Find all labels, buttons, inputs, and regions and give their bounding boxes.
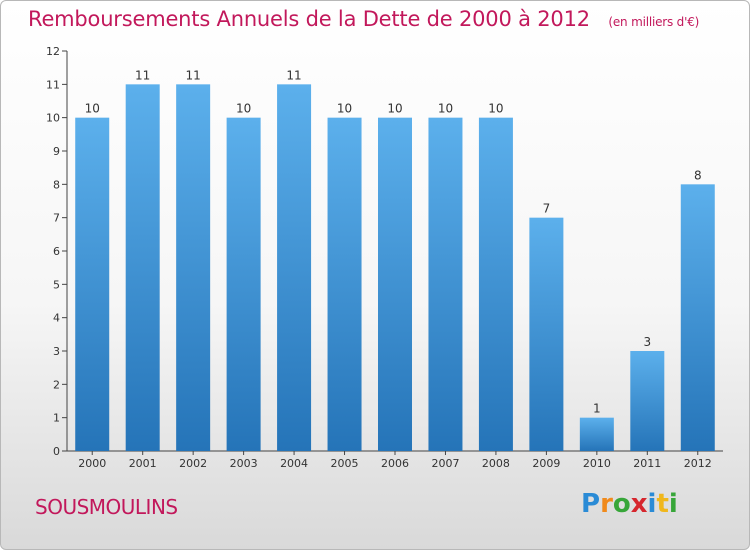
bar-2012: [680, 184, 715, 452]
data-label-2002: 11: [186, 68, 201, 82]
x-tick-label-2010: 2010: [583, 457, 611, 470]
y-tick-label: 4: [53, 312, 60, 325]
bar-2006: [378, 117, 412, 452]
bar-2005: [327, 117, 362, 452]
logo-letter: i: [668, 489, 678, 519]
logo-letter: r: [600, 489, 613, 519]
bar-2010: [579, 417, 614, 451]
proxiti-logo: Proxiti: [581, 489, 678, 519]
data-label-2000: 10: [85, 102, 100, 116]
data-label-2001: 11: [135, 68, 150, 82]
bar-2001: [125, 84, 160, 451]
data-label-2006: 10: [387, 102, 402, 116]
x-tick-label-2000: 2000: [78, 457, 106, 470]
commune-name: SOUSMOULINS: [35, 495, 178, 519]
data-label-2009: 7: [543, 202, 551, 216]
bar-2007: [428, 117, 463, 452]
bar-2004: [277, 84, 312, 451]
logo-letter: x: [630, 489, 648, 519]
bar-2008: [478, 117, 513, 452]
bar-2000: [75, 117, 110, 452]
data-label-2010: 1: [593, 402, 601, 416]
bar-2011: [630, 351, 665, 451]
logo-letter: i: [647, 489, 657, 519]
x-tick-label-2012: 2012: [684, 457, 712, 470]
bar-2009: [529, 217, 564, 451]
x-tick-label-2004: 2004: [280, 457, 308, 470]
y-tick-label: 3: [53, 345, 60, 358]
y-tick-label: 1: [53, 412, 60, 425]
x-tick-label-2001: 2001: [129, 457, 157, 470]
y-tick-label: 6: [53, 245, 60, 258]
x-tick-label-2009: 2009: [532, 457, 560, 470]
bar-2003: [226, 117, 261, 452]
data-label-2003: 10: [236, 102, 251, 116]
data-label-2007: 10: [438, 102, 453, 116]
x-tick-label-2011: 2011: [633, 457, 661, 470]
logo-letter: P: [581, 489, 601, 519]
y-tick-label: 7: [53, 212, 60, 225]
x-tick-label-2006: 2006: [381, 457, 409, 470]
y-tick-label: 0: [53, 445, 60, 458]
y-tick-label: 2: [53, 378, 60, 391]
x-tick-label-2005: 2005: [331, 457, 359, 470]
data-label-2005: 10: [337, 102, 352, 116]
data-label-2012: 8: [694, 168, 702, 182]
logo-letter: t: [656, 489, 669, 519]
logo-letter: o: [612, 489, 631, 519]
data-label-2008: 10: [488, 102, 503, 116]
x-tick-label-2002: 2002: [179, 457, 207, 470]
x-tick-label-2008: 2008: [482, 457, 510, 470]
y-tick-label: 5: [53, 278, 60, 291]
chart-unit: (en milliers d'€): [608, 15, 700, 29]
y-tick-label: 11: [46, 78, 60, 91]
chart-bars: 10 11 11 10 11 10 10 10 10 7 1 3 8: [75, 68, 715, 452]
bar-2002: [176, 84, 211, 451]
chart-title-text: Remboursements Annuels de la Dette de 20…: [28, 7, 590, 31]
data-label-2004: 11: [286, 68, 301, 82]
y-tick-label: 12: [46, 45, 60, 58]
data-label-2011: 3: [643, 335, 651, 349]
y-tick-label: 9: [53, 145, 60, 158]
chart-title: Remboursements Annuels de la Dette de 20…: [28, 7, 699, 31]
x-tick-label-2003: 2003: [230, 457, 258, 470]
y-tick-label: 8: [53, 178, 60, 191]
y-tick-label: 10: [46, 112, 60, 125]
x-tick-label-2007: 2007: [431, 457, 459, 470]
